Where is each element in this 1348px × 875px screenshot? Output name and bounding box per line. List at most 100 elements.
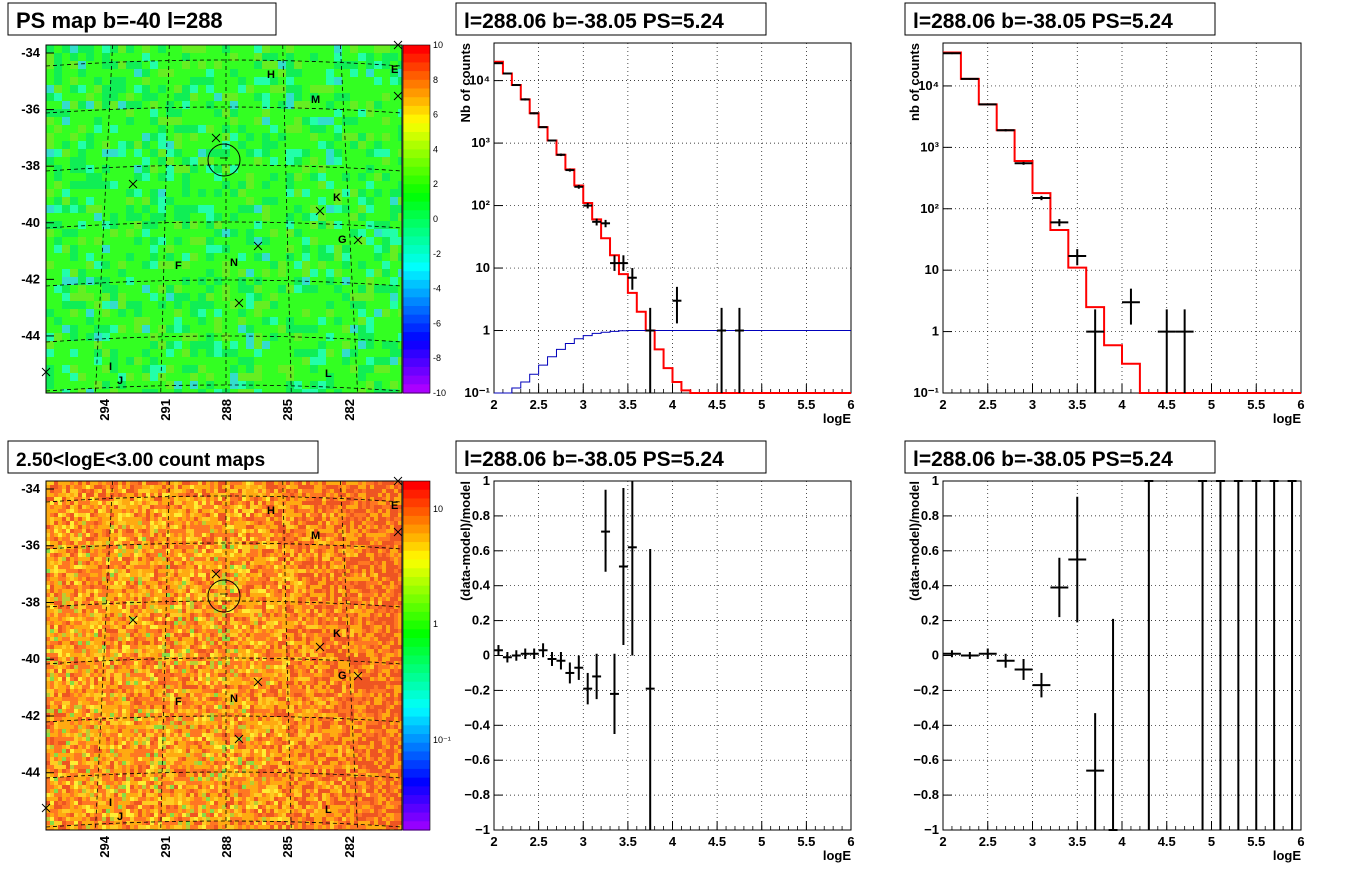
map1-cell [46, 481, 50, 485]
map1-cell [270, 513, 274, 517]
map0-cell [246, 269, 254, 277]
map1-cell [334, 497, 338, 501]
map0-cell [54, 149, 62, 157]
map1-cell [230, 581, 234, 585]
map1-cell [114, 545, 118, 549]
map0-cell [334, 213, 342, 221]
map1-cell [354, 557, 358, 561]
map1-cell [354, 545, 358, 549]
map1-cell [82, 609, 86, 613]
map0-cell [214, 285, 222, 293]
map1-cell [266, 565, 270, 569]
map0-cell [86, 205, 94, 213]
map1-cell [74, 537, 78, 541]
map1-cell [58, 525, 62, 529]
map0-cell [358, 125, 366, 133]
map1-cell [290, 585, 294, 589]
map1-cell [290, 533, 294, 537]
map0-cell [46, 237, 54, 245]
map1-cell [214, 557, 218, 561]
map0-cell [54, 165, 62, 173]
map0-cell [118, 333, 126, 341]
map0-ytick: -36 [21, 102, 40, 117]
map0-cell [214, 253, 222, 261]
map1-cell [230, 561, 234, 565]
map0-cell [374, 69, 382, 77]
map0-cell [198, 357, 206, 365]
map1-cell [182, 529, 186, 533]
map1-cell [258, 537, 262, 541]
map0-cell [302, 301, 310, 309]
map0-cell [198, 181, 206, 189]
map1-cell [118, 525, 122, 529]
map0-cell [150, 205, 158, 213]
map0-cell [118, 365, 126, 373]
map0-cell [78, 61, 86, 69]
map0-cell [134, 381, 142, 389]
map1-cell [166, 549, 170, 553]
map1-cell [330, 573, 334, 577]
map0-cell [214, 53, 222, 61]
map0-cell [390, 117, 398, 125]
map0-cell [206, 45, 214, 53]
map0-cell [310, 101, 318, 109]
map0-cell [326, 341, 334, 349]
map1-cell [146, 489, 150, 493]
map0-cell [142, 157, 150, 165]
map1-cell [166, 593, 170, 597]
map0-cell [198, 125, 206, 133]
map0-palette-band [403, 132, 430, 142]
map1-cell [274, 609, 278, 613]
map1-cell [174, 609, 178, 613]
map0-cell [302, 101, 310, 109]
map0-cell [102, 333, 110, 341]
map1-cell [382, 545, 386, 549]
map0-cell [62, 301, 70, 309]
map0-cell [390, 53, 398, 61]
map1-cell [110, 529, 114, 533]
map0-cell [382, 285, 390, 293]
map0-cell [70, 213, 78, 221]
map0-cell [358, 237, 366, 245]
map1-cell [218, 569, 222, 573]
map0-cell [70, 181, 78, 189]
map1-cell [82, 493, 86, 497]
map1-cell [322, 601, 326, 605]
map0-cell [350, 173, 358, 181]
map0-cell [278, 93, 286, 101]
map1-cell [258, 513, 262, 517]
map1-cell [258, 577, 262, 581]
map0-cell [398, 181, 402, 189]
map0-cell [46, 69, 54, 77]
map1-cell [126, 553, 130, 557]
map1-cell [386, 581, 390, 585]
map0-cell [382, 301, 390, 309]
map1-cell [214, 497, 218, 501]
map0-source-e: E [391, 64, 398, 76]
map1-cell [322, 565, 326, 569]
map1-cell [342, 569, 346, 573]
map1-cell [326, 577, 330, 581]
map1-cell [222, 609, 226, 613]
map1-cell [142, 537, 146, 541]
map1-cell [54, 517, 58, 521]
map0-parallel [45, 279, 403, 287]
map0-cell [254, 125, 262, 133]
map0-cell [78, 101, 86, 109]
map1-cell [98, 493, 102, 497]
map1-cell [378, 517, 382, 521]
map1-cell [142, 585, 146, 589]
map1-cell [50, 565, 54, 569]
map1-cell [330, 605, 334, 609]
map0-cell [398, 117, 402, 125]
map1-cell [386, 485, 390, 489]
map1-cell [162, 549, 166, 553]
map1-cell [74, 493, 78, 497]
map1-cell [278, 605, 282, 609]
map1-cell [246, 545, 250, 549]
map1-cell [206, 525, 210, 529]
map1-cell [398, 501, 402, 505]
map1-cell [298, 577, 302, 581]
map1-cell [326, 521, 330, 525]
map1-cell [294, 501, 298, 505]
